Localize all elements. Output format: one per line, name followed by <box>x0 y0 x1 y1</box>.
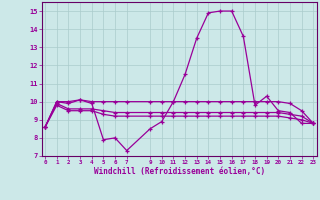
X-axis label: Windchill (Refroidissement éolien,°C): Windchill (Refroidissement éolien,°C) <box>94 167 265 176</box>
